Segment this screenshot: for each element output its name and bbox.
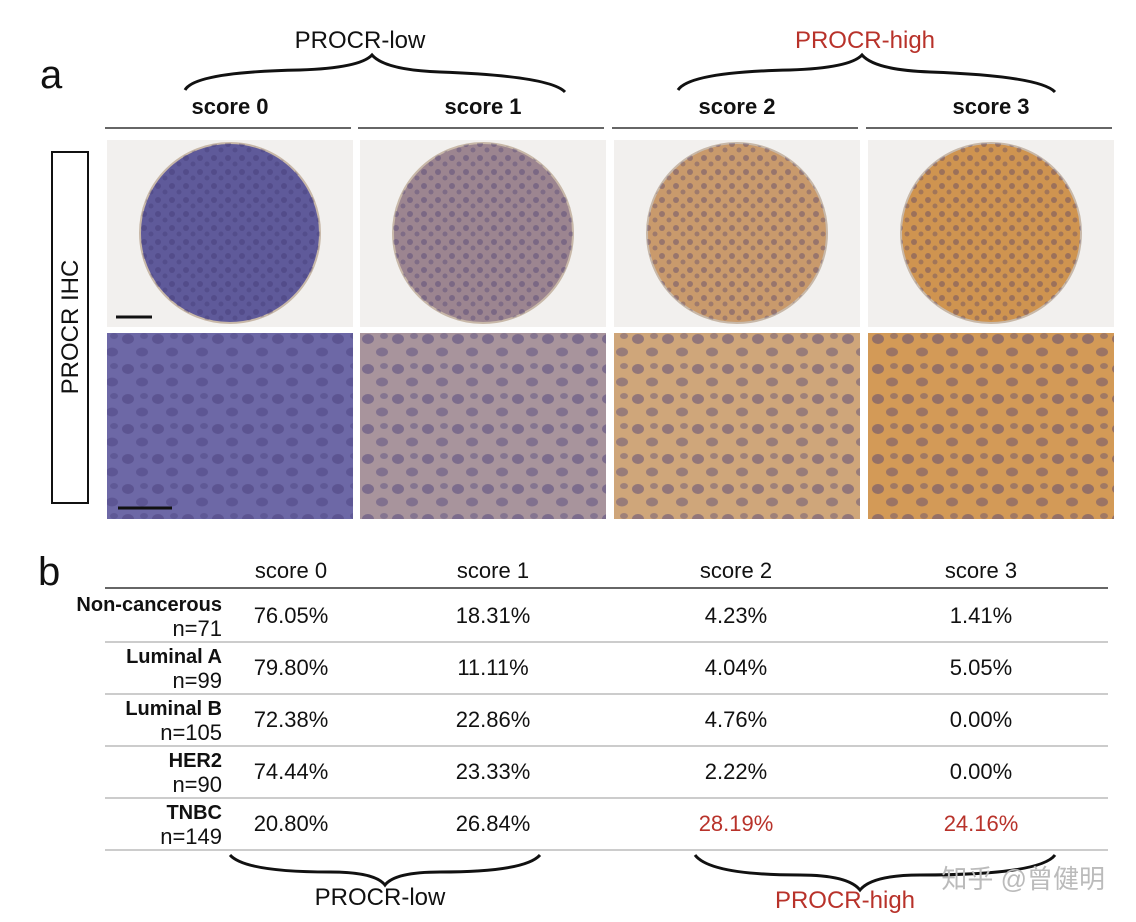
micrograph-texture <box>360 333 606 519</box>
row-name: TNBC <box>166 802 222 824</box>
table-cell: 4.23% <box>705 603 767 628</box>
table-cell: 23.33% <box>456 759 531 784</box>
row-n: n=99 <box>172 668 222 693</box>
group-label: PROCR-high <box>775 887 915 914</box>
micrograph-texture <box>614 333 860 519</box>
row-label: PROCR IHC <box>57 260 84 395</box>
table-cell: 18.31% <box>456 603 531 628</box>
table-cell: 76.05% <box>254 603 329 628</box>
table-cell: 26.84% <box>456 811 531 836</box>
row-name: HER2 <box>169 750 222 772</box>
column-header: score 0 <box>255 558 327 583</box>
row-n: n=71 <box>172 616 222 641</box>
tma-texture <box>393 143 573 323</box>
brace <box>676 52 1057 94</box>
table-cell: 28.19% <box>699 811 774 836</box>
micrograph-texture <box>107 333 353 519</box>
table-cell: 11.11% <box>457 655 528 680</box>
table-cell: 72.38% <box>254 707 329 732</box>
table-cell: 20.80% <box>254 811 329 836</box>
tma-texture <box>647 143 827 323</box>
group-label: PROCR-low <box>295 27 426 54</box>
row-label-box <box>51 151 89 504</box>
column-header: score 1 <box>457 558 529 583</box>
row-name: Luminal A <box>126 646 222 668</box>
row-n: n=105 <box>160 720 222 745</box>
score-header: score 3 <box>952 94 1029 119</box>
score-header: score 1 <box>444 94 521 119</box>
brace <box>693 853 1057 893</box>
watermark: 知乎 @曾健明 <box>941 864 1105 894</box>
row-name: Non-cancerous <box>76 594 222 616</box>
brace <box>228 853 542 888</box>
table-cell: 5.05% <box>950 655 1012 680</box>
row-n: n=149 <box>160 824 222 849</box>
table-cell: 0.00% <box>950 759 1012 784</box>
micrograph-texture <box>868 333 1114 519</box>
table-cell: 4.76% <box>705 707 767 732</box>
table-cell: 2.22% <box>705 759 767 784</box>
table-cell: 0.00% <box>950 707 1012 732</box>
column-header: score 3 <box>945 558 1017 583</box>
table-cell: 74.44% <box>254 759 329 784</box>
table-cell: 1.41% <box>950 603 1012 628</box>
table-cell: 24.16% <box>944 811 1019 836</box>
score-header: score 2 <box>698 94 775 119</box>
tma-texture <box>901 143 1081 323</box>
panel-label: b <box>38 550 60 594</box>
table-cell: 4.04% <box>705 655 767 680</box>
row-name: Luminal B <box>125 698 222 720</box>
tma-texture <box>140 143 320 323</box>
row-n: n=90 <box>172 772 222 797</box>
table-cell: 22.86% <box>456 707 531 732</box>
score-header: score 0 <box>191 94 268 119</box>
panel-label: a <box>40 53 63 97</box>
table-cell: 79.80% <box>254 655 329 680</box>
brace <box>183 52 567 94</box>
group-label: PROCR-low <box>315 884 446 911</box>
group-label: PROCR-high <box>795 27 935 54</box>
column-header: score 2 <box>700 558 772 583</box>
